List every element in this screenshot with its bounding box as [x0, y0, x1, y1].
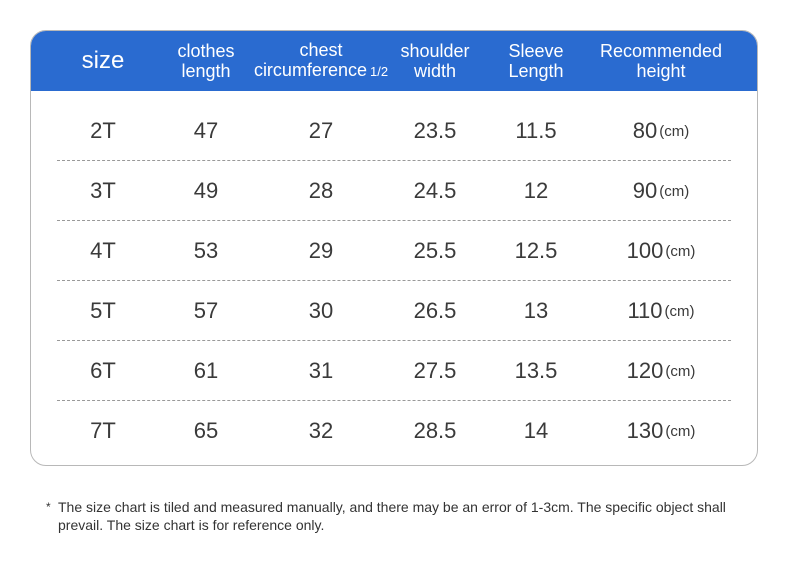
height-unit: (cm)	[665, 362, 696, 380]
cell-length: 61	[193, 358, 219, 383]
note-asterisk: *	[46, 500, 51, 514]
cell-size: 5T	[90, 298, 116, 323]
row-separator	[57, 280, 731, 281]
table-header: size clothes length chest circumference 1…	[31, 31, 757, 91]
cell-height: 90 (cm)	[591, 161, 731, 221]
cell-sleeve: 13.5	[514, 358, 558, 383]
table-row: 5T 57 30 26.5 13 110 (cm)	[31, 281, 757, 341]
cell-height: 120 (cm)	[591, 341, 731, 401]
cell-chest: 27	[308, 118, 334, 143]
header-shoulder-line1: shoulder	[400, 41, 470, 61]
height-value: 120	[626, 358, 664, 383]
header-chest-half: 1/2	[369, 64, 389, 79]
height-value: 100	[626, 238, 664, 263]
row-separator	[57, 220, 731, 221]
header-size-label: size	[81, 47, 125, 74]
cell-chest: 32	[308, 418, 334, 443]
height-value: 90	[632, 178, 658, 203]
header-shoulder-line2: width	[413, 61, 456, 81]
cell-height: 130 (cm)	[591, 401, 731, 461]
cell-size: 3T	[90, 178, 116, 203]
height-unit: (cm)	[664, 302, 695, 320]
disclaimer-note: * The size chart is tiled and measured m…	[46, 498, 746, 534]
header-size: size	[65, 31, 141, 91]
header-shoulder: shoulder width	[393, 31, 477, 91]
table-row: 7T 65 32 28.5 14 130 (cm)	[31, 401, 757, 461]
cell-sleeve: 12.5	[514, 238, 558, 263]
table-row: 3T 49 28 24.5 12 90 (cm)	[31, 161, 757, 221]
cell-shoulder: 24.5	[413, 178, 457, 203]
cell-length: 53	[193, 238, 219, 263]
cell-height: 100 (cm)	[591, 221, 731, 281]
header-clothes-length: clothes length	[161, 31, 251, 91]
header-sleeve-line1: Sleeve	[508, 41, 564, 61]
cell-size: 2T	[90, 118, 116, 143]
row-separator	[57, 400, 731, 401]
cell-chest: 31	[308, 358, 334, 383]
cell-size: 6T	[90, 358, 116, 383]
header-chest-line2: circumference	[253, 60, 367, 80]
cell-length: 49	[193, 178, 219, 203]
header-height: Recommended height	[591, 31, 731, 91]
cell-sleeve: 12	[523, 178, 549, 203]
header-clothes-length-line2: length	[181, 61, 231, 81]
row-separator	[57, 340, 731, 341]
header-sleeve: Sleeve Length	[491, 31, 581, 91]
height-unit: (cm)	[659, 182, 690, 200]
height-unit: (cm)	[665, 242, 696, 260]
cell-length: 47	[193, 118, 219, 143]
cell-sleeve: 14	[523, 418, 549, 443]
header-clothes-length-line1: clothes	[177, 41, 235, 61]
header-chest-line1: chest	[299, 40, 343, 60]
cell-length: 57	[193, 298, 219, 323]
cell-size: 4T	[90, 238, 116, 263]
cell-sleeve: 13	[523, 298, 549, 323]
table-row: 6T 61 31 27.5 13.5 120 (cm)	[31, 341, 757, 401]
height-value: 130	[626, 418, 664, 443]
cell-height: 80 (cm)	[591, 101, 731, 161]
header-height-line1: Recommended	[599, 41, 723, 61]
cell-sleeve: 11.5	[515, 118, 557, 143]
cell-size: 7T	[90, 418, 116, 443]
cell-chest: 30	[308, 298, 334, 323]
height-value: 80	[632, 118, 658, 143]
cell-height: 110 (cm)	[591, 281, 731, 341]
height-value: 110	[627, 298, 663, 323]
cell-shoulder: 27.5	[413, 358, 457, 383]
note-text: The size chart is tiled and measured man…	[58, 499, 726, 533]
cell-shoulder: 28.5	[413, 418, 457, 443]
header-sleeve-line2: Length	[508, 61, 564, 81]
row-separator	[57, 160, 731, 161]
height-unit: (cm)	[665, 422, 696, 440]
cell-shoulder: 26.5	[413, 298, 457, 323]
table-row: 2T 47 27 23.5 11.5 80 (cm)	[31, 101, 757, 161]
cell-length: 65	[193, 418, 219, 443]
table-row: 4T 53 29 25.5 12.5 100 (cm)	[31, 221, 757, 281]
size-chart-table: size clothes length chest circumference 1…	[30, 30, 758, 466]
cell-chest: 28	[308, 178, 334, 203]
header-height-line2: height	[636, 61, 686, 81]
header-chest: chest circumference 1/2	[251, 31, 391, 91]
cell-shoulder: 25.5	[413, 238, 457, 263]
height-unit: (cm)	[659, 122, 690, 140]
cell-chest: 29	[308, 238, 334, 263]
cell-shoulder: 23.5	[413, 118, 457, 143]
